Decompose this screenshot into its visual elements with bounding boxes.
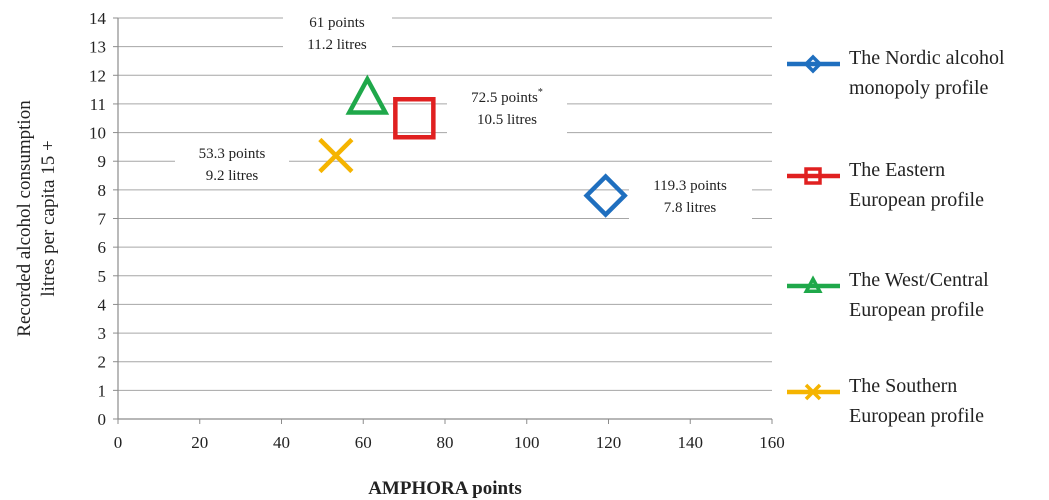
data-label: 9.2 litres	[206, 168, 259, 184]
data-label: 53.3 points	[199, 146, 266, 162]
legend-label: The West/Central	[849, 269, 989, 291]
legend-label: The Nordic alcohol	[849, 47, 1005, 69]
legend-swatch-marker	[804, 383, 822, 401]
y-tick-label: 13	[89, 38, 106, 57]
data-label: 10.5 litres	[477, 112, 537, 128]
data-label: 61 points	[309, 15, 365, 31]
data-point-diamond	[583, 173, 628, 218]
y-axis-title: Recorded alcohol consumption litres per c…	[14, 100, 59, 337]
data-labels: 119.3 points 7.8 litres 72.5 points* 10.5 l…	[199, 15, 727, 216]
legend-label: European profile	[849, 299, 984, 321]
legend-swatch-marker	[803, 275, 823, 293]
x-tick-label: 100	[514, 433, 540, 452]
y-tick-label: 14	[89, 9, 107, 28]
legend-label: monopoly profile	[849, 77, 989, 99]
y-tick-label: 1	[98, 381, 107, 400]
y-tick-label: 10	[89, 124, 106, 143]
legend-item: The Eastern European profile	[787, 159, 984, 211]
legend-item: The Nordic alcohol monopoly profile	[787, 47, 1005, 99]
legend-label: The Eastern	[849, 159, 945, 181]
y-tick-label: 2	[98, 353, 107, 372]
y-tick-label: 4	[98, 295, 107, 314]
legend-swatch-marker	[803, 54, 823, 74]
x-marker-stroke	[318, 137, 354, 174]
legend-label: European profile	[849, 405, 984, 427]
y-tick-label: 5	[98, 267, 107, 286]
x-tick-label: 120	[596, 433, 622, 452]
x-tick-label: 80	[437, 433, 454, 452]
y-tick-label: 6	[98, 238, 107, 257]
y-axis-title-line: Recorded alcohol consumption	[14, 100, 35, 337]
legend-swatch-marker	[804, 167, 822, 185]
data-label-text: 72.5 points	[471, 90, 538, 106]
x-tick-label: 160	[759, 433, 785, 452]
legend-label: The Southern	[849, 375, 957, 397]
x-tick-label: 140	[678, 433, 704, 452]
x-axis-title: AMPHORA points	[368, 478, 522, 499]
data-label-footnote: *	[538, 87, 543, 98]
legend: The Nordic alcohol monopoly profile The Ea…	[787, 47, 1005, 427]
y-tick-label: 9	[98, 152, 107, 171]
data-point-triangle	[345, 74, 390, 115]
y-axis-title-line: litres per capita 15 +	[38, 140, 59, 296]
gridlines	[118, 17, 772, 391]
data-label: 7.8 litres	[664, 200, 717, 216]
x-marker-stroke	[804, 383, 822, 401]
y-tick-label: 3	[98, 324, 107, 343]
x-tick-label: 60	[355, 433, 372, 452]
data-label: 72.5 points*	[471, 87, 543, 106]
data-label: 119.3 points	[653, 178, 727, 194]
legend-item: The West/Central European profile	[787, 269, 989, 321]
data-points	[318, 74, 628, 218]
data-point-x	[318, 137, 354, 174]
legend-item: The Southern European profile	[787, 375, 984, 427]
y-tick-label: 0	[98, 410, 107, 429]
data-point-square	[393, 97, 436, 140]
x-tick-label: 20	[191, 433, 208, 452]
y-tick-label: 7	[98, 210, 107, 229]
x-tick-label: 0	[114, 433, 123, 452]
y-tick-label: 11	[90, 95, 106, 114]
x-tick-label: 40	[273, 433, 290, 452]
y-tick-label: 12	[89, 66, 106, 85]
y-tick-label: 8	[98, 181, 107, 200]
legend-label: European profile	[849, 189, 984, 211]
data-label: 11.2 litres	[307, 37, 367, 53]
